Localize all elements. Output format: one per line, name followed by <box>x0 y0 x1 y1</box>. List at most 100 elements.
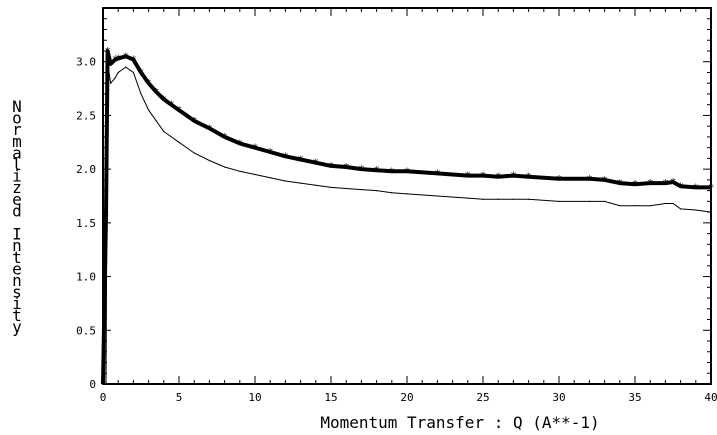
y-tick-label: 1.0 <box>76 271 96 284</box>
x-tick-label: 15 <box>324 391 337 404</box>
data-point <box>558 200 560 202</box>
data-point: * <box>104 45 111 58</box>
data-point: * <box>112 54 119 67</box>
x-tick-label: 20 <box>400 391 413 404</box>
data-point: * <box>388 165 395 178</box>
data-point <box>224 166 226 168</box>
data-point: * <box>312 157 319 170</box>
data-point: * <box>677 180 684 193</box>
data-point: * <box>632 178 639 191</box>
series-1: ****** * ***** * **** * * * * * * * * * * * * * * * * * * * * * * *… <box>100 45 715 391</box>
x-tick-label: 40 <box>704 391 717 404</box>
x-tick-label: 0 <box>100 391 107 404</box>
data-point: * <box>556 173 563 186</box>
data-point <box>105 383 107 385</box>
data-point: * <box>670 176 677 189</box>
series-trace <box>101 49 711 385</box>
data-point: * <box>616 177 623 190</box>
data-point <box>254 173 256 176</box>
data-point: * <box>328 160 335 173</box>
data-point <box>391 192 393 194</box>
data-point: * <box>236 137 243 150</box>
data-point: * <box>464 170 471 183</box>
data-point <box>163 130 165 133</box>
data-point: * <box>373 164 380 177</box>
data-point: * <box>525 171 532 184</box>
data-point: * <box>191 115 198 128</box>
data-point <box>634 205 636 207</box>
data-point <box>512 198 515 200</box>
data-point <box>330 186 332 189</box>
data-point: * <box>662 177 669 190</box>
data-point <box>467 197 469 199</box>
data-point: * <box>138 66 145 79</box>
data-point <box>376 190 378 192</box>
series-0 <box>102 61 712 385</box>
data-point <box>284 180 286 182</box>
data-point: * <box>297 153 304 166</box>
x-tick-label: 35 <box>628 391 641 404</box>
data-point <box>649 205 651 207</box>
data-point <box>114 77 116 79</box>
y-tick-label: 3.0 <box>76 56 96 69</box>
data-point: * <box>267 146 274 159</box>
series-layer: ****** * ***** * **** * * * * * * * * * * * * * * * * * * * * * * *… <box>100 45 715 391</box>
data-point <box>110 82 112 84</box>
data-point <box>497 198 499 200</box>
data-point <box>619 205 621 207</box>
data-point: * <box>115 52 122 65</box>
data-point: * <box>343 161 350 174</box>
data-point <box>125 66 127 68</box>
data-point: * <box>434 167 441 180</box>
data-point: * <box>100 378 107 391</box>
data-point: * <box>495 171 502 184</box>
data-point <box>269 177 271 179</box>
data-point: * <box>153 86 160 99</box>
data-point <box>132 71 134 74</box>
data-point: * <box>107 58 114 71</box>
data-point: * <box>647 177 654 190</box>
data-point <box>360 188 362 191</box>
data-point: * <box>221 131 228 144</box>
data-point <box>406 193 408 195</box>
y-axis-tick-labels: 0 0.5 1.0 1.5 2.0 2.5 3.0 <box>76 56 96 391</box>
y-tick-label: 0 <box>89 378 96 391</box>
y-tick-label: 1.5 <box>76 217 96 230</box>
x-tick-label: 25 <box>476 391 489 404</box>
y-tick-label: 2.0 <box>76 163 96 176</box>
data-point <box>672 202 674 205</box>
data-point <box>695 209 697 211</box>
data-point: * <box>176 104 183 117</box>
series-line <box>103 61 712 385</box>
data-point: * <box>708 181 715 194</box>
data-point <box>239 170 241 172</box>
x-axis-tick-labels: 0 5 10 15 20 25 30 35 40 <box>100 391 717 404</box>
data-point: * <box>404 165 411 178</box>
data-point: * <box>252 142 259 155</box>
data-point: * <box>168 99 175 112</box>
data-point: * <box>130 54 137 67</box>
data-point: * <box>586 173 593 186</box>
data-point: * <box>122 50 129 63</box>
x-axis-title: Momentum Transfer : Q (A**-1) <box>320 413 599 432</box>
data-point <box>208 159 210 162</box>
data-point: * <box>480 170 487 183</box>
x-tick-label: 10 <box>248 391 261 404</box>
data-point <box>117 71 119 74</box>
data-point: * <box>358 163 365 176</box>
data-point <box>588 200 591 202</box>
data-point <box>710 211 712 213</box>
data-point: * <box>510 170 517 183</box>
x-tick-label: 5 <box>176 391 183 404</box>
data-point <box>170 136 172 138</box>
data-point <box>178 141 180 143</box>
data-point <box>148 109 150 111</box>
data-point <box>155 120 157 122</box>
x-tick-label: 30 <box>552 391 565 404</box>
data-point <box>315 184 317 186</box>
data-point <box>604 200 606 202</box>
data-point <box>140 93 142 95</box>
